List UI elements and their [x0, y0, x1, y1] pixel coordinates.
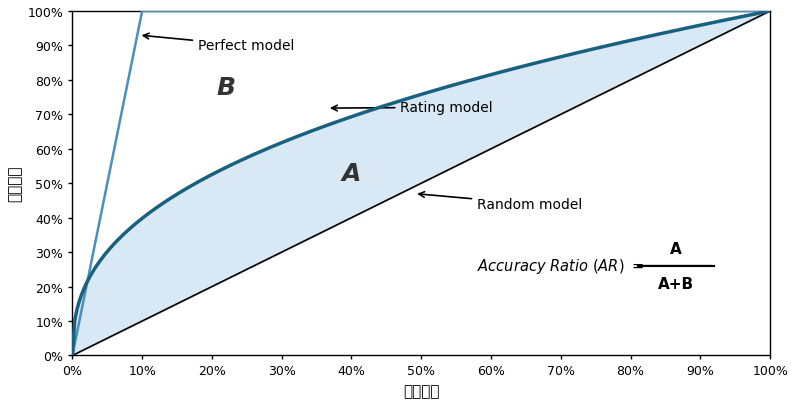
Text: Perfect model: Perfect model [143, 34, 294, 53]
Text: B: B [216, 76, 235, 100]
Y-axis label: 불량누적: 불량누적 [7, 166, 22, 202]
Text: A+B: A+B [658, 276, 694, 291]
Text: Random model: Random model [419, 192, 582, 211]
Text: Rating model: Rating model [332, 101, 493, 115]
Text: A: A [670, 241, 682, 256]
Text: A: A [342, 162, 361, 185]
Text: $\mathit{Accuracy\ Ratio\ (AR)}\ =\ $: $\mathit{Accuracy\ Ratio\ (AR)}\ =\ $ [477, 257, 644, 276]
X-axis label: 전체누적: 전체누적 [403, 383, 440, 398]
